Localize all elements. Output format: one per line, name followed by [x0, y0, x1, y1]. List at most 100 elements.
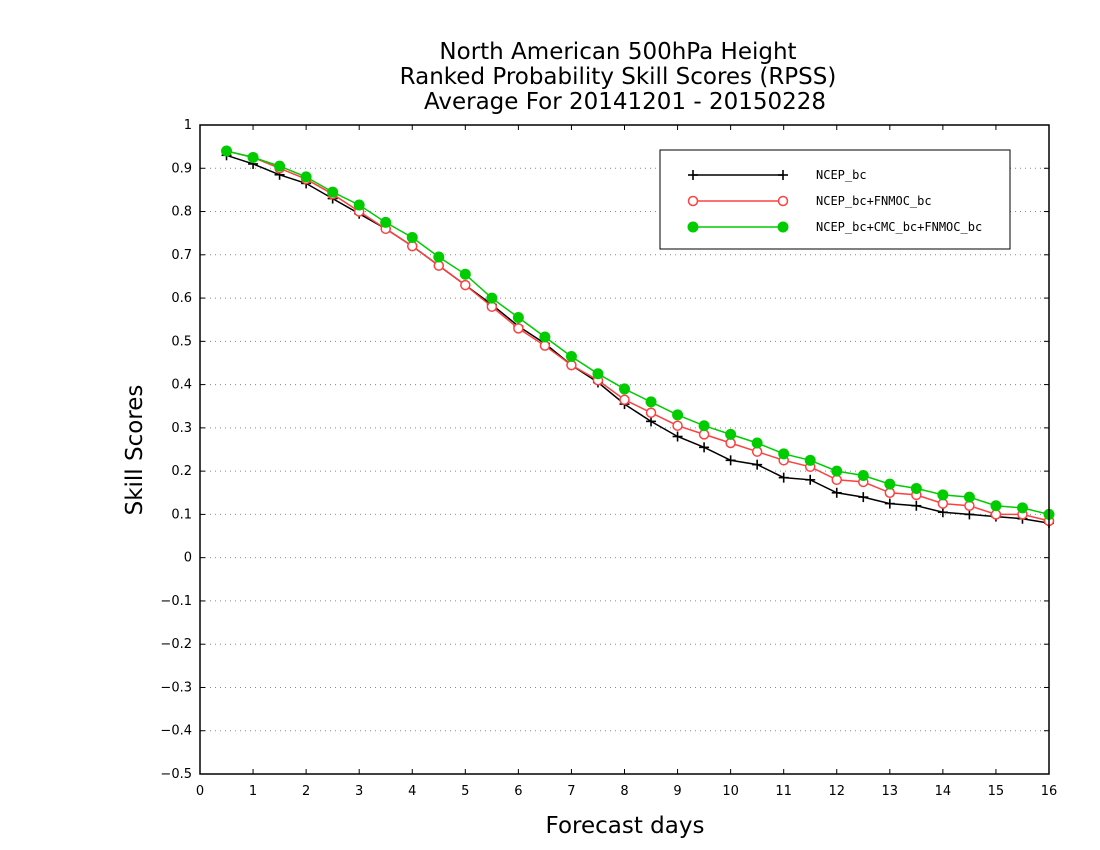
series-3-point — [645, 396, 657, 408]
x-axis-title: Forecast days — [546, 813, 705, 839]
legend-swatch-marker — [777, 195, 789, 207]
series-2-point — [831, 474, 842, 486]
series-3-point — [937, 489, 949, 501]
series-3-point — [433, 251, 445, 263]
y-tick-label: 0.3 — [171, 421, 192, 436]
legend-swatch-marker — [778, 170, 788, 180]
legend-label: NCEP_bc+FNMOC_bc — [816, 194, 932, 208]
series-3-point — [406, 231, 418, 243]
series-3-point — [539, 331, 551, 343]
series-2-point — [619, 394, 630, 405]
series-1-point — [911, 500, 922, 511]
y-tick-label: 0.5 — [171, 334, 192, 349]
legend-swatch-marker — [687, 195, 699, 207]
series-3-point — [327, 186, 339, 198]
y-tick-label: −0.3 — [160, 680, 192, 695]
series-1-point — [831, 487, 842, 498]
y-tick-label: 0.6 — [171, 291, 192, 306]
series-3-point — [910, 482, 922, 494]
legend-entry-2: NCEP_bc+FNMOC_bc — [687, 194, 932, 208]
y-axis-title: Skill Scores — [122, 385, 148, 516]
y-tick-label: −0.2 — [160, 637, 192, 652]
y-tick-label: 1 — [184, 118, 192, 133]
series-2-point — [751, 446, 763, 457]
x-tick-label: 16 — [1041, 784, 1058, 799]
series-3-point — [486, 292, 498, 304]
x-tick-label: 14 — [935, 784, 952, 799]
x-tick-label: 5 — [461, 784, 469, 799]
series-2-point — [937, 498, 949, 509]
y-tick-label: 0.8 — [171, 205, 192, 220]
series-3-point — [804, 454, 816, 466]
series-3-point — [857, 469, 869, 481]
legend-label: NCEP_bc — [816, 168, 867, 182]
series-3-point — [990, 500, 1002, 512]
axis-ticks: −0.5 −0.4 −0.3 −0.2 −0.1 0 0.1 0.2 0.3 0.4 0.5 0.6 0… — [160, 118, 1057, 799]
series-2-point — [539, 340, 551, 351]
series-3-point — [274, 160, 286, 172]
y-tick-label: 0.7 — [171, 248, 192, 263]
y-tick-label: −0.1 — [160, 594, 192, 609]
series-3-point — [565, 350, 577, 362]
series-1-point — [672, 431, 683, 442]
legend-swatch-marker — [777, 221, 789, 233]
y-tick-label: 0.4 — [171, 378, 192, 393]
legend-entry-3: NCEP_bc+CMC_bc+FNMOC_bc — [687, 220, 982, 234]
x-tick-label: 2 — [302, 784, 310, 799]
series-2-point — [486, 301, 498, 312]
series-3-point — [592, 368, 604, 380]
x-tick-label: 11 — [775, 784, 792, 799]
legend-entry-1: NCEP_bc — [688, 168, 867, 182]
y-tick-label: −0.4 — [160, 724, 192, 739]
series-3-point — [831, 465, 843, 477]
chart-title-line-1: North American 500hPa Height — [439, 39, 796, 65]
x-tick-label: 13 — [882, 784, 899, 799]
x-tick-label: 7 — [567, 784, 575, 799]
series-3-point — [380, 216, 392, 228]
series-2-point — [433, 260, 445, 271]
series-2-point — [990, 509, 1002, 520]
series-3-point — [247, 151, 259, 163]
series-2-point — [566, 359, 577, 371]
series-2-point — [407, 240, 418, 252]
legend-label: NCEP_bc+CMC_bc+FNMOC_bc — [816, 220, 982, 234]
series-1-point — [646, 416, 657, 427]
legend: NCEP_bc NCEP_bc+FNMOC_bc NCEP_bc+CMC_bc+FN… — [659, 149, 1011, 250]
y-tick-label: 0 — [184, 551, 192, 566]
series-1-point — [884, 498, 895, 509]
x-tick-label: 3 — [355, 784, 363, 799]
y-tick-label: −0.5 — [160, 767, 192, 782]
series-3-point — [672, 409, 684, 421]
series-2-point — [460, 279, 471, 291]
series-3-point — [751, 437, 763, 449]
x-tick-label: 0 — [196, 784, 204, 799]
series-1-point — [778, 472, 789, 483]
legend-swatch-marker — [688, 170, 698, 180]
series-3 — [221, 145, 1055, 520]
x-tick-label: 6 — [514, 784, 522, 799]
series-2-point — [513, 323, 524, 334]
y-tick-label: 0.1 — [171, 507, 192, 522]
series-1-point — [699, 442, 710, 453]
series-3-point — [221, 145, 233, 157]
series-lines — [221, 145, 1055, 529]
legend-swatch-marker — [687, 221, 699, 233]
x-tick-label: 1 — [249, 784, 257, 799]
series-1-point — [752, 459, 763, 470]
x-tick-label: 10 — [722, 784, 739, 799]
chart-title-line-2: Ranked Probability Skill Scores (RPSS) — [400, 64, 837, 90]
series-3-point — [300, 171, 312, 183]
series-2-point — [672, 420, 683, 431]
series-1-point — [725, 455, 736, 466]
series-1-point — [858, 492, 869, 503]
series-1-point — [937, 507, 948, 518]
series-2-point — [725, 437, 736, 449]
series-3-point — [459, 268, 471, 280]
series-3-point — [884, 478, 896, 490]
x-tick-label: 8 — [620, 784, 628, 799]
series-1-point — [964, 509, 975, 520]
plot-frame — [199, 124, 1050, 775]
y-tick-label: 0.9 — [171, 161, 192, 176]
